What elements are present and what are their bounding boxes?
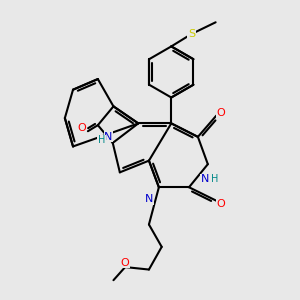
Text: H: H xyxy=(98,135,105,145)
Text: S: S xyxy=(188,29,195,39)
Text: O: O xyxy=(77,123,86,133)
Text: N: N xyxy=(201,174,209,184)
Text: O: O xyxy=(216,108,225,118)
Text: N: N xyxy=(104,131,113,142)
Text: O: O xyxy=(121,258,130,268)
Text: O: O xyxy=(216,199,225,208)
Text: N: N xyxy=(145,194,153,204)
Text: H: H xyxy=(211,174,218,184)
